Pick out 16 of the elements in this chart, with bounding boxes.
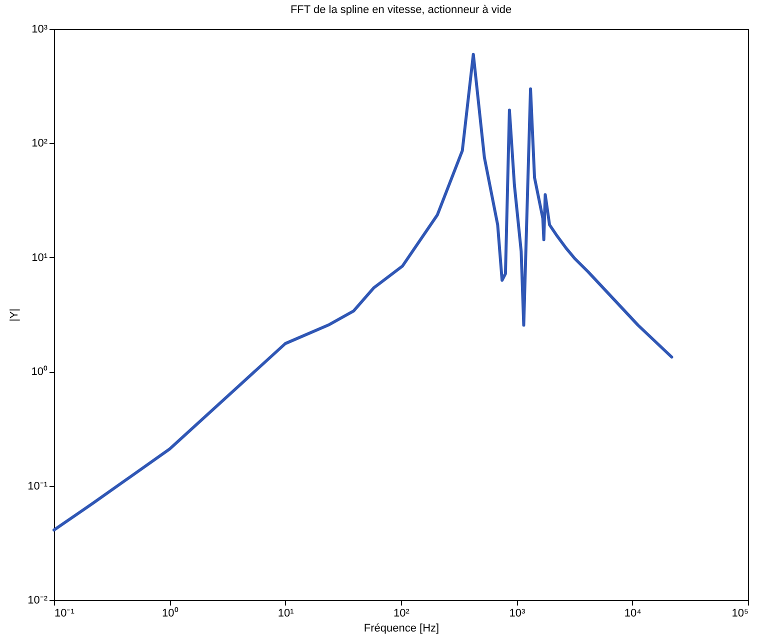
y-tick-label: 10⁻² [28, 594, 48, 606]
x-tick-label: 10⁵ [732, 608, 748, 620]
y-axis-title: |Y| [8, 308, 21, 322]
x-tick-label: 10⁴ [624, 608, 642, 620]
y-tick-label: 10² [32, 138, 48, 150]
x-tick-label: 10³ [509, 608, 526, 620]
x-axis-title: Fréquence [Hz] [364, 622, 440, 634]
x-tick-label: 10⁰ [162, 606, 178, 620]
y-tick-label: 10⁻¹ [28, 480, 48, 492]
y-tick-label: 10³ [32, 24, 48, 36]
x-tick-label: 10¹ [278, 608, 294, 620]
x-tick-label: 10² [394, 608, 410, 620]
x-tick-label: 10⁻¹ [54, 608, 75, 620]
chart-title: FFT de la spline en vitesse, actionneur à vide [290, 4, 512, 16]
y-tick-label: 10⁰ [31, 365, 48, 378]
y-tick-label: 10¹ [32, 252, 48, 264]
